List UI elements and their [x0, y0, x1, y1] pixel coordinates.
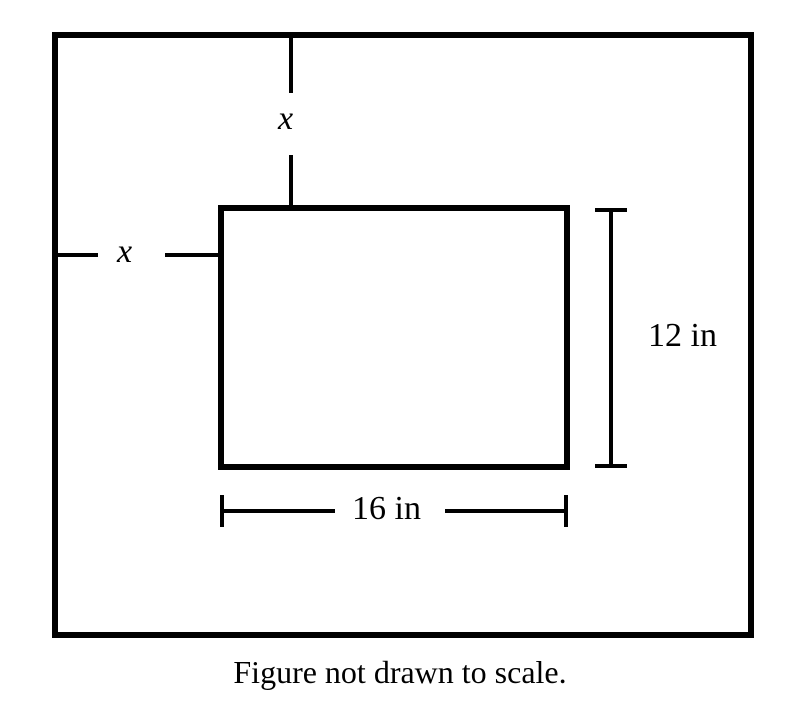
diagram-canvas: x x 12 in 16 in Figure not drawn to scal… — [0, 0, 800, 709]
left-gap-line-right — [165, 253, 218, 257]
width-label: 16 in — [352, 490, 421, 528]
top-gap-line-upper — [289, 38, 293, 93]
width-bracket-line-left — [220, 509, 335, 513]
height-label: 12 in — [648, 317, 717, 355]
caption-text: Figure not drawn to scale. — [0, 654, 800, 691]
top-gap-line-lower — [289, 155, 293, 205]
top-x-label: x — [278, 100, 293, 138]
height-bracket-line — [609, 208, 613, 468]
width-bracket-right-tick — [564, 495, 568, 527]
inner-rectangle — [218, 205, 570, 470]
left-x-label: x — [117, 233, 132, 271]
height-bracket-bottom-tick — [595, 464, 627, 468]
width-bracket-line-right — [445, 509, 568, 513]
left-gap-line-left — [58, 253, 98, 257]
